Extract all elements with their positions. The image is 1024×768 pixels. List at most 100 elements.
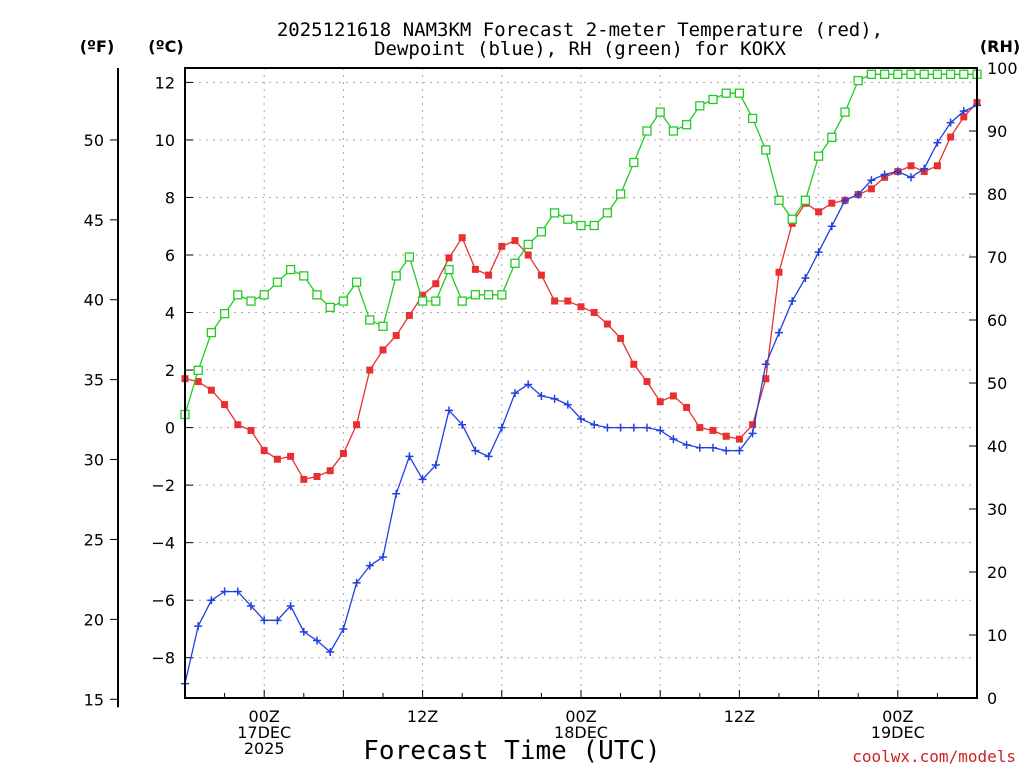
dewpoint-point	[590, 420, 599, 429]
temperature-point	[207, 386, 215, 394]
temperature-point	[577, 303, 585, 311]
rh-point	[906, 69, 916, 79]
dewpoint-point	[920, 164, 929, 173]
celsius-tick-label: 12	[155, 73, 175, 92]
rh-point	[853, 75, 863, 86]
rh-point	[431, 296, 441, 306]
temperature-point	[722, 432, 730, 440]
rh-point	[734, 88, 745, 98]
dewpoint-point	[458, 420, 467, 429]
temperature-point	[260, 447, 268, 455]
dewpoint-point	[801, 274, 810, 282]
rh-point	[457, 296, 467, 306]
temperature-point	[419, 291, 427, 299]
temperature-point	[313, 472, 321, 480]
rh-point	[206, 327, 217, 338]
fahrenheit-tick-label: 20	[84, 610, 104, 629]
x-tick-label: 00Z	[882, 707, 913, 726]
rh-point	[615, 189, 626, 199]
rh-point	[747, 113, 758, 124]
dewpoint-point	[352, 578, 361, 587]
rh-point	[932, 69, 943, 79]
rh-point	[563, 214, 573, 224]
dewpoint-point	[207, 596, 216, 605]
rh-point	[246, 296, 256, 306]
temperature-point	[762, 375, 770, 383]
temperature-point	[405, 311, 413, 319]
temperature-point	[432, 280, 440, 288]
temperature-point	[379, 346, 387, 354]
temperature-point	[749, 421, 757, 429]
x-tick-label: 00Z	[565, 707, 596, 726]
rh-point	[589, 220, 599, 231]
temperature-point	[326, 467, 334, 475]
temperature-point	[498, 242, 506, 250]
dewpoint-point	[946, 118, 955, 127]
dewpoint-point	[616, 423, 625, 432]
temperature-point	[485, 271, 493, 279]
fahrenheit-tick-label: 35	[84, 371, 104, 390]
plot-frame	[184, 67, 978, 699]
rh-point	[523, 239, 533, 250]
temperature-point	[247, 426, 255, 434]
dewpoint-point	[643, 423, 651, 432]
dewpoint-point	[788, 297, 797, 306]
dewpoint-point	[603, 423, 612, 432]
celsius-tick-label: 8	[165, 188, 175, 207]
rh-point	[417, 296, 428, 306]
rh-point	[787, 214, 797, 224]
rh-tick-label: 20	[987, 563, 1007, 582]
dewpoint-point	[273, 616, 282, 625]
temperature-point	[287, 452, 295, 460]
dewpoint-point	[577, 414, 585, 423]
temperature-point	[669, 392, 677, 400]
rh-tick-label: 80	[987, 185, 1007, 204]
x-tick-label: 18DEC	[554, 723, 608, 742]
rh-point	[708, 94, 718, 105]
axes: −8−6−4−202468101215202530354045500102030…	[84, 59, 1018, 758]
dewpoint-point	[709, 443, 717, 452]
fahrenheit-tick-label: 45	[84, 211, 104, 230]
dewpoint-point	[537, 391, 546, 400]
rh-point	[668, 126, 679, 136]
temperature-point	[339, 449, 347, 457]
dewpoint-point	[775, 328, 783, 337]
x-tick-label: 17DEC	[237, 723, 291, 742]
temperature-point	[221, 401, 229, 409]
fahrenheit-tick-label: 50	[84, 131, 104, 150]
rh-point	[510, 258, 520, 268]
celsius-tick-label: −8	[151, 649, 175, 668]
rh-point	[470, 290, 481, 300]
rh-point	[351, 277, 362, 287]
celsius-axis-label: (ºC)	[148, 37, 183, 56]
temperature-point	[947, 133, 955, 141]
temperature-point	[735, 435, 743, 443]
dewpoint-point	[339, 624, 348, 633]
x-tick-label: 12Z	[724, 707, 755, 726]
celsius-tick-label: 2	[165, 361, 175, 380]
temperature-point	[656, 398, 664, 406]
dewpoint-point	[247, 601, 255, 610]
rh-tick-label: 70	[987, 248, 1007, 267]
rh-point	[219, 309, 230, 319]
dewpoint-point	[563, 400, 572, 409]
dewpoint-point	[484, 452, 493, 461]
dewpoint-point	[260, 616, 269, 625]
rh-point	[827, 132, 837, 142]
rh-point	[893, 69, 903, 79]
rh-point	[259, 290, 269, 300]
dewpoint-point	[722, 446, 731, 455]
rh-point	[497, 290, 507, 300]
dewpoint-point	[735, 446, 744, 455]
rh-tick-label: 40	[987, 437, 1007, 456]
rh-point	[378, 321, 388, 331]
temperature-point	[617, 334, 625, 342]
dewpoint-point	[497, 423, 506, 432]
dewpoint-point	[524, 380, 533, 389]
dewpoint-point	[841, 196, 849, 205]
dewpoint-point	[656, 426, 665, 435]
dewpoint-point	[682, 440, 691, 449]
rh-axis-label: (RH)	[980, 37, 1020, 56]
rh-point	[576, 220, 586, 231]
x-axis-title: Forecast Time (UTC)	[363, 736, 660, 766]
